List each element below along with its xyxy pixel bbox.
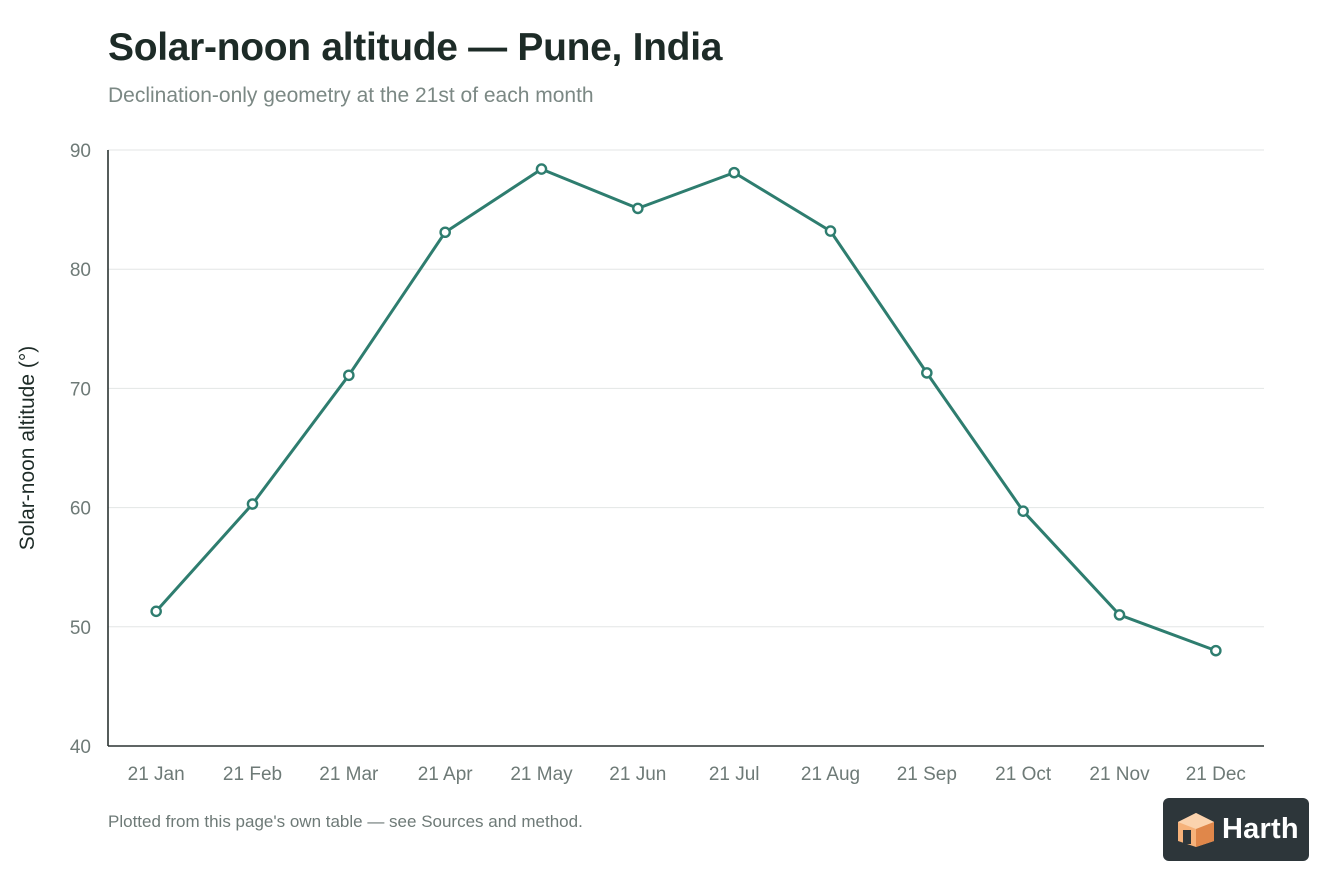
y-tick-label: 60 — [70, 499, 91, 520]
data-point — [1017, 505, 1029, 517]
x-tick-label: 21 Feb — [223, 764, 282, 785]
x-tick-label: 21 Aug — [801, 764, 860, 785]
data-point — [150, 605, 162, 618]
axis-layer — [107, 150, 1264, 747]
label-layer: 40 50 60 70 80 90 21 Jan 21 Feb 21 Mar 21 Apr 21 M… — [16, 141, 1246, 785]
x-tick-label: 21 Mar — [319, 764, 379, 785]
x-tick-label: 21 Dec — [1186, 764, 1246, 785]
x-tick-label: 21 Jul — [709, 764, 760, 785]
brand-name: Harth — [1222, 813, 1299, 845]
data-point — [1210, 644, 1222, 657]
y-tick-label: 70 — [70, 379, 91, 400]
x-tick-label: 21 Jan — [128, 764, 185, 785]
grid-layer — [108, 149, 1264, 628]
x-tick-label: 21 Apr — [418, 764, 474, 785]
x-tick-label: 21 Nov — [1089, 764, 1150, 785]
data-point — [921, 367, 933, 379]
series-line — [154, 167, 1218, 653]
chart-subtitle: Declination-only geometry at the 21st of… — [108, 84, 594, 107]
data-point — [824, 225, 837, 237]
brand-logo[interactable]: Harth — [1163, 798, 1309, 861]
data-point — [343, 369, 355, 382]
y-tick-label: 40 — [70, 737, 91, 758]
y-tick-label: 50 — [70, 618, 91, 639]
chart-title: Solar-noon altitude — Pune, India — [108, 26, 723, 69]
data-point — [1113, 609, 1126, 621]
data-point — [439, 226, 451, 239]
x-tick-label: 21 Oct — [995, 764, 1052, 785]
x-tick-label: 21 Jun — [609, 764, 666, 785]
x-tick-label: 21 May — [510, 764, 573, 785]
y-tick-label: 90 — [70, 141, 91, 162]
y-tick-label: 80 — [70, 260, 91, 281]
data-point — [632, 202, 644, 215]
house-cube-icon — [1178, 812, 1214, 847]
chart-footnote: Plotted from this page's own table — see… — [108, 812, 583, 831]
data-point — [535, 163, 548, 175]
series-layer — [150, 163, 1222, 657]
y-axis-label: Solar-noon altitude (°) — [16, 346, 39, 551]
data-point — [728, 166, 740, 179]
x-tick-label: 21 Sep — [897, 764, 957, 785]
data-point — [246, 498, 259, 510]
